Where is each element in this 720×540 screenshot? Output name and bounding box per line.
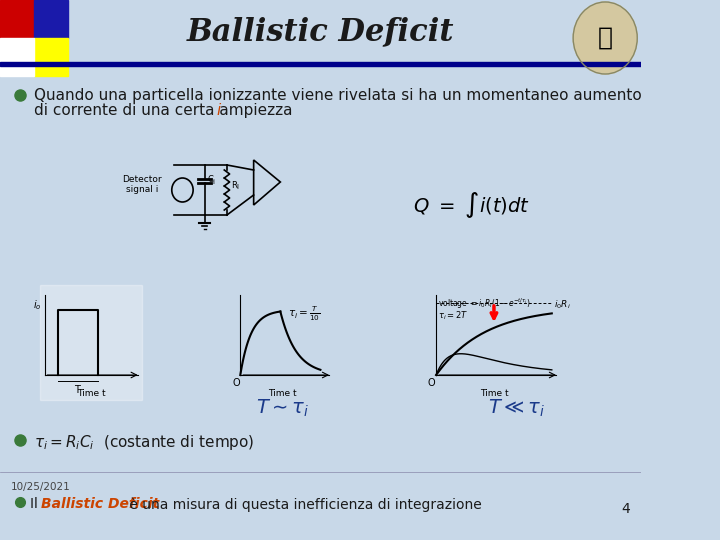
Text: Time t: Time t [77,389,106,398]
Text: O: O [428,378,436,388]
Bar [0,0,34,38]
Text: $\tau_i = R_i C_i$  (costante di tempo): $\tau_i = R_i C_i$ (costante di tempo) [34,433,254,452]
Text: $i_o$: $i_o$ [33,298,42,312]
Text: 10/25/2021: 10/25/2021 [11,482,71,492]
Text: 4: 4 [621,502,630,516]
Text: $T \ll \tau_i$: $T \ll \tau_i$ [487,397,545,418]
Text: i: i [212,179,215,185]
Text: Time t: Time t [480,389,508,398]
Text: Detector
signal i: Detector signal i [122,175,162,194]
Text: R: R [231,180,238,190]
Text: I: I [237,184,239,190]
Text: è una misura di questa inefficienza di integrazione: è una misura di questa inefficienza di i… [125,497,482,511]
Text: 🏛: 🏛 [598,26,613,50]
Text: $\tau_i = \frac{T}{10}$: $\tau_i = \frac{T}{10}$ [288,305,320,323]
Text: T: T [74,385,81,395]
Text: voltage $= i_0 R_i (1-e^{-t/\tau_i})$: voltage $= i_0 R_i (1-e^{-t/\tau_i})$ [438,297,531,312]
Bar [0,62,641,66]
Circle shape [573,2,637,74]
Text: Time t: Time t [269,389,297,398]
Bar [34,0,68,38]
Text: $Q\ =\ \int i(t)dt$: $Q\ =\ \int i(t)dt$ [413,190,531,220]
Text: $\tau_i = 2T$: $\tau_i = 2T$ [438,309,468,321]
Text: Quando una particella ionizzante viene rivelata si ha un momentaneo aumento: Quando una particella ionizzante viene r… [34,88,642,103]
Text: C: C [207,176,213,185]
Text: $T \sim \tau_i$: $T \sim \tau_i$ [256,397,310,418]
Text: Ballistic Deficit: Ballistic Deficit [41,497,159,511]
Bar [0,38,34,76]
Text: Il: Il [30,497,42,511]
Text: O: O [232,378,240,388]
Bar [40,285,143,400]
Text: $i_0 R_i$: $i_0 R_i$ [554,299,571,311]
Text: i: i [217,103,221,118]
Text: di corrente di una certa ampiezza: di corrente di una certa ampiezza [34,103,297,118]
Bar [34,38,68,76]
Text: Ballistic Deficit: Ballistic Deficit [186,17,454,48]
